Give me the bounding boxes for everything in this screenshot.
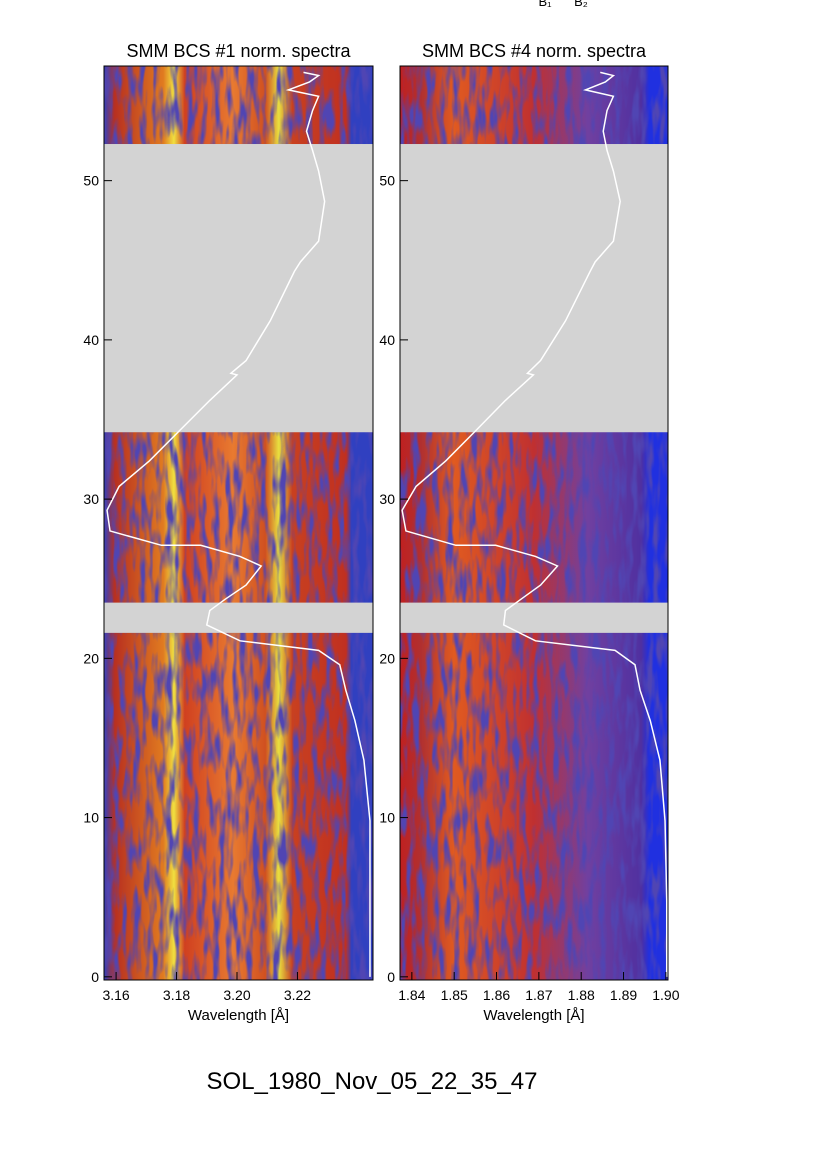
panel-title: SMM BCS #4 norm. spectra xyxy=(422,41,647,61)
y-tick-label: 20 xyxy=(83,650,99,666)
data-gap xyxy=(400,144,668,433)
y-tick-label: 50 xyxy=(83,173,99,189)
x-tick-label: 1.90 xyxy=(652,987,679,1003)
x-tick-label: 3.22 xyxy=(284,987,311,1003)
x-tick-label: 3.16 xyxy=(102,987,129,1003)
x-axis-label: Wavelength [Å] xyxy=(483,1007,584,1024)
y-tick-label: 0 xyxy=(91,969,99,985)
y-tick-label: 40 xyxy=(83,332,99,348)
annotation: B₂ xyxy=(574,0,588,9)
x-tick-label: 3.18 xyxy=(163,987,190,1003)
footer: SOL_1980_Nov_05_22_35_47 xyxy=(207,1068,538,1095)
y-tick-label: 50 xyxy=(379,173,395,189)
y-tick-label: 30 xyxy=(379,491,395,507)
x-tick-label: 1.89 xyxy=(610,987,637,1003)
x-tick-label: 1.87 xyxy=(525,987,552,1003)
x-axis-label: Wavelength [Å] xyxy=(188,1007,289,1024)
x-tick-label: 1.85 xyxy=(441,987,468,1003)
y-tick-label: 10 xyxy=(83,810,99,826)
y-tick-label: 10 xyxy=(379,810,395,826)
y-tick-label: 0 xyxy=(387,969,395,985)
panel-title: SMM BCS #1 norm. spectra xyxy=(126,41,351,61)
annotation: B₁ xyxy=(538,0,552,9)
data-gap xyxy=(104,144,373,433)
data-gap xyxy=(400,602,668,633)
x-tick-label: 1.88 xyxy=(568,987,595,1003)
plot-frame xyxy=(399,65,669,981)
x-tick-label: 1.84 xyxy=(398,987,425,1003)
light-curve xyxy=(401,71,668,977)
x-tick-label: 1.86 xyxy=(483,987,510,1003)
data-gap xyxy=(104,602,373,633)
x-tick-label: 3.20 xyxy=(223,987,250,1003)
plot-frame xyxy=(103,65,374,981)
light-curve xyxy=(106,71,371,977)
y-tick-label: 40 xyxy=(379,332,395,348)
y-tick-label: 30 xyxy=(83,491,99,507)
y-tick-label: 20 xyxy=(379,650,395,666)
